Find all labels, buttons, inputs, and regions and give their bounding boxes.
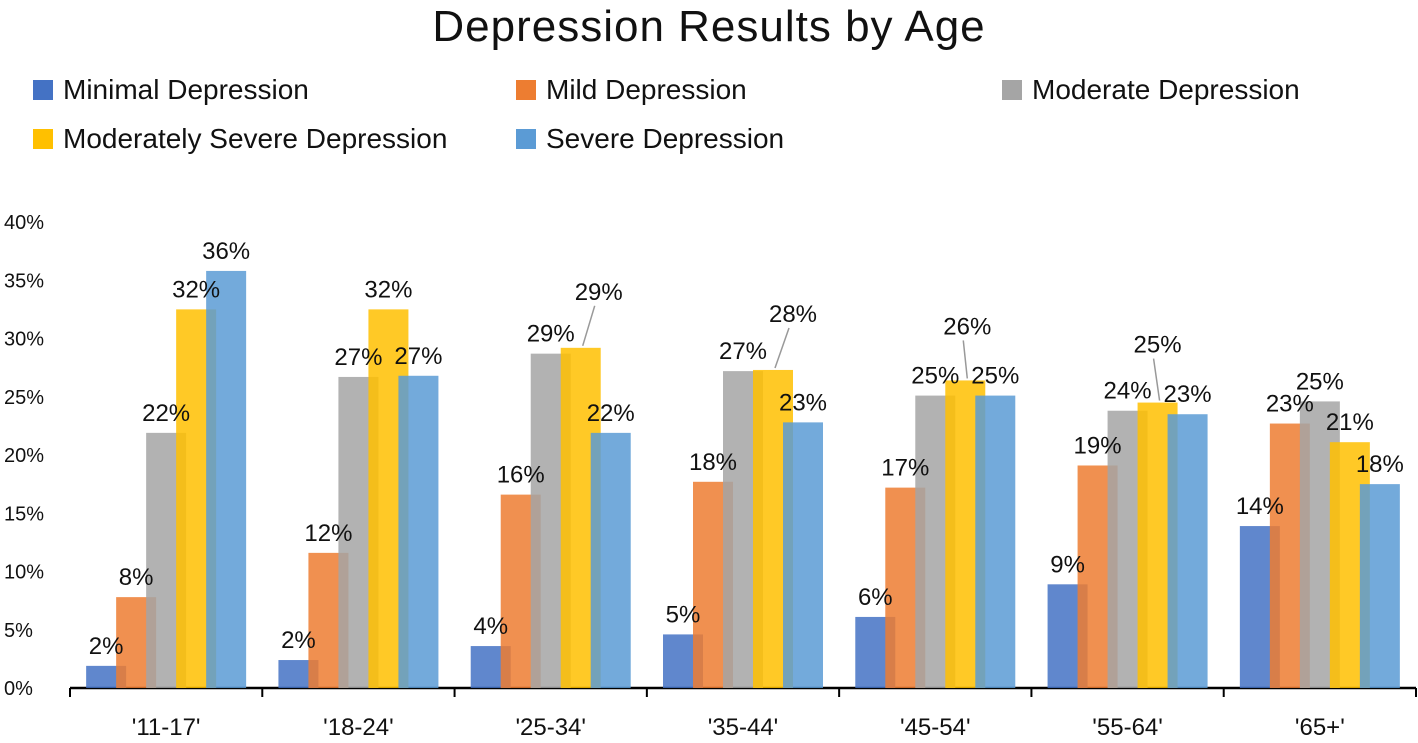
leader-line <box>774 327 790 369</box>
bar <box>975 395 1016 688</box>
chart-title: Depression Results by Age <box>432 2 986 51</box>
data-label: 25% <box>971 363 1019 390</box>
bar <box>206 270 247 688</box>
leader-line <box>1152 358 1161 401</box>
data-label: 6% <box>858 584 893 611</box>
data-label: 28% <box>769 301 817 328</box>
y-tick-label: 30% <box>4 329 44 351</box>
data-label: 19% <box>1074 432 1122 459</box>
y-tick-label: 20% <box>4 445 44 467</box>
data-label: 23% <box>1266 391 1314 418</box>
data-label: 8% <box>119 564 154 591</box>
data-label: 24% <box>1104 378 1152 405</box>
legend-label-severe: Severe Depression <box>546 123 785 154</box>
bar <box>1167 414 1208 688</box>
leader-line <box>962 340 969 379</box>
data-label: 2% <box>89 633 124 660</box>
data-label: 5% <box>666 601 701 628</box>
y-tick-label: 10% <box>4 562 44 584</box>
data-label: 22% <box>142 400 190 427</box>
data-label: 18% <box>689 449 737 476</box>
data-label: 21% <box>1326 409 1374 436</box>
data-label: 23% <box>1164 381 1212 408</box>
data-label: 27% <box>334 344 382 371</box>
x-category-label: '45-54' <box>900 714 971 741</box>
legend-swatch-moderately-severe <box>33 129 53 149</box>
bar <box>590 432 631 688</box>
legend-swatch-minimal <box>33 80 53 100</box>
x-category-label: '35-44' <box>708 714 779 741</box>
legend-item-minimal: Minimal Depression <box>33 74 309 106</box>
legend-label-moderately-severe: Moderately Severe Depression <box>63 123 448 154</box>
bar <box>398 375 439 688</box>
y-tick-label: 40% <box>4 212 44 234</box>
legend-item-moderately-severe: Moderately Severe Depression <box>33 123 447 155</box>
data-label: 22% <box>587 400 635 427</box>
legend-label-mild: Mild Depression <box>546 74 747 105</box>
x-category-label: '55-64' <box>1092 714 1163 741</box>
legend-swatch-mild <box>516 80 536 100</box>
data-label: 27% <box>394 343 442 370</box>
data-label: 18% <box>1356 451 1404 478</box>
legend-label-minimal: Minimal Depression <box>63 74 309 105</box>
legend-swatch-moderate <box>1002 80 1022 100</box>
y-tick-label: 0% <box>4 678 33 700</box>
data-label: 29% <box>527 321 575 348</box>
data-label: 17% <box>881 455 929 482</box>
bar <box>783 422 823 688</box>
data-label: 23% <box>779 389 827 416</box>
data-label: 25% <box>911 363 959 390</box>
data-label: 16% <box>497 462 545 489</box>
data-label: 29% <box>575 279 623 306</box>
legend-item-moderate: Moderate Depression <box>1002 74 1300 106</box>
legend-swatch-severe <box>516 129 536 149</box>
y-tick-label: 5% <box>4 620 33 642</box>
data-label: 9% <box>1050 551 1085 578</box>
data-label: 25% <box>1296 368 1344 395</box>
y-tick-label: 15% <box>4 503 44 525</box>
data-label: 4% <box>473 613 508 640</box>
data-label: 27% <box>719 338 767 365</box>
data-label: 25% <box>1134 332 1182 359</box>
legend-item-severe: Severe Depression <box>516 123 784 155</box>
data-label: 14% <box>1236 493 1284 520</box>
leader-line <box>581 305 596 347</box>
data-label: 12% <box>304 520 352 547</box>
legend-label-moderate: Moderate Depression <box>1032 74 1300 105</box>
data-label: 32% <box>172 276 220 303</box>
y-tick-label: 25% <box>4 387 44 409</box>
data-label: 32% <box>364 276 412 303</box>
data-label: 2% <box>281 627 316 654</box>
y-tick-label: 35% <box>4 270 44 292</box>
legend-item-mild: Mild Depression <box>516 74 747 106</box>
x-category-label: '25-34' <box>515 714 586 741</box>
x-category-label: '11-17' <box>132 714 201 741</box>
bar <box>1359 484 1400 688</box>
data-label: 26% <box>943 313 991 340</box>
x-category-label: '65+' <box>1295 714 1345 741</box>
x-category-label: '18-24' <box>323 714 394 741</box>
data-label: 36% <box>202 238 250 265</box>
